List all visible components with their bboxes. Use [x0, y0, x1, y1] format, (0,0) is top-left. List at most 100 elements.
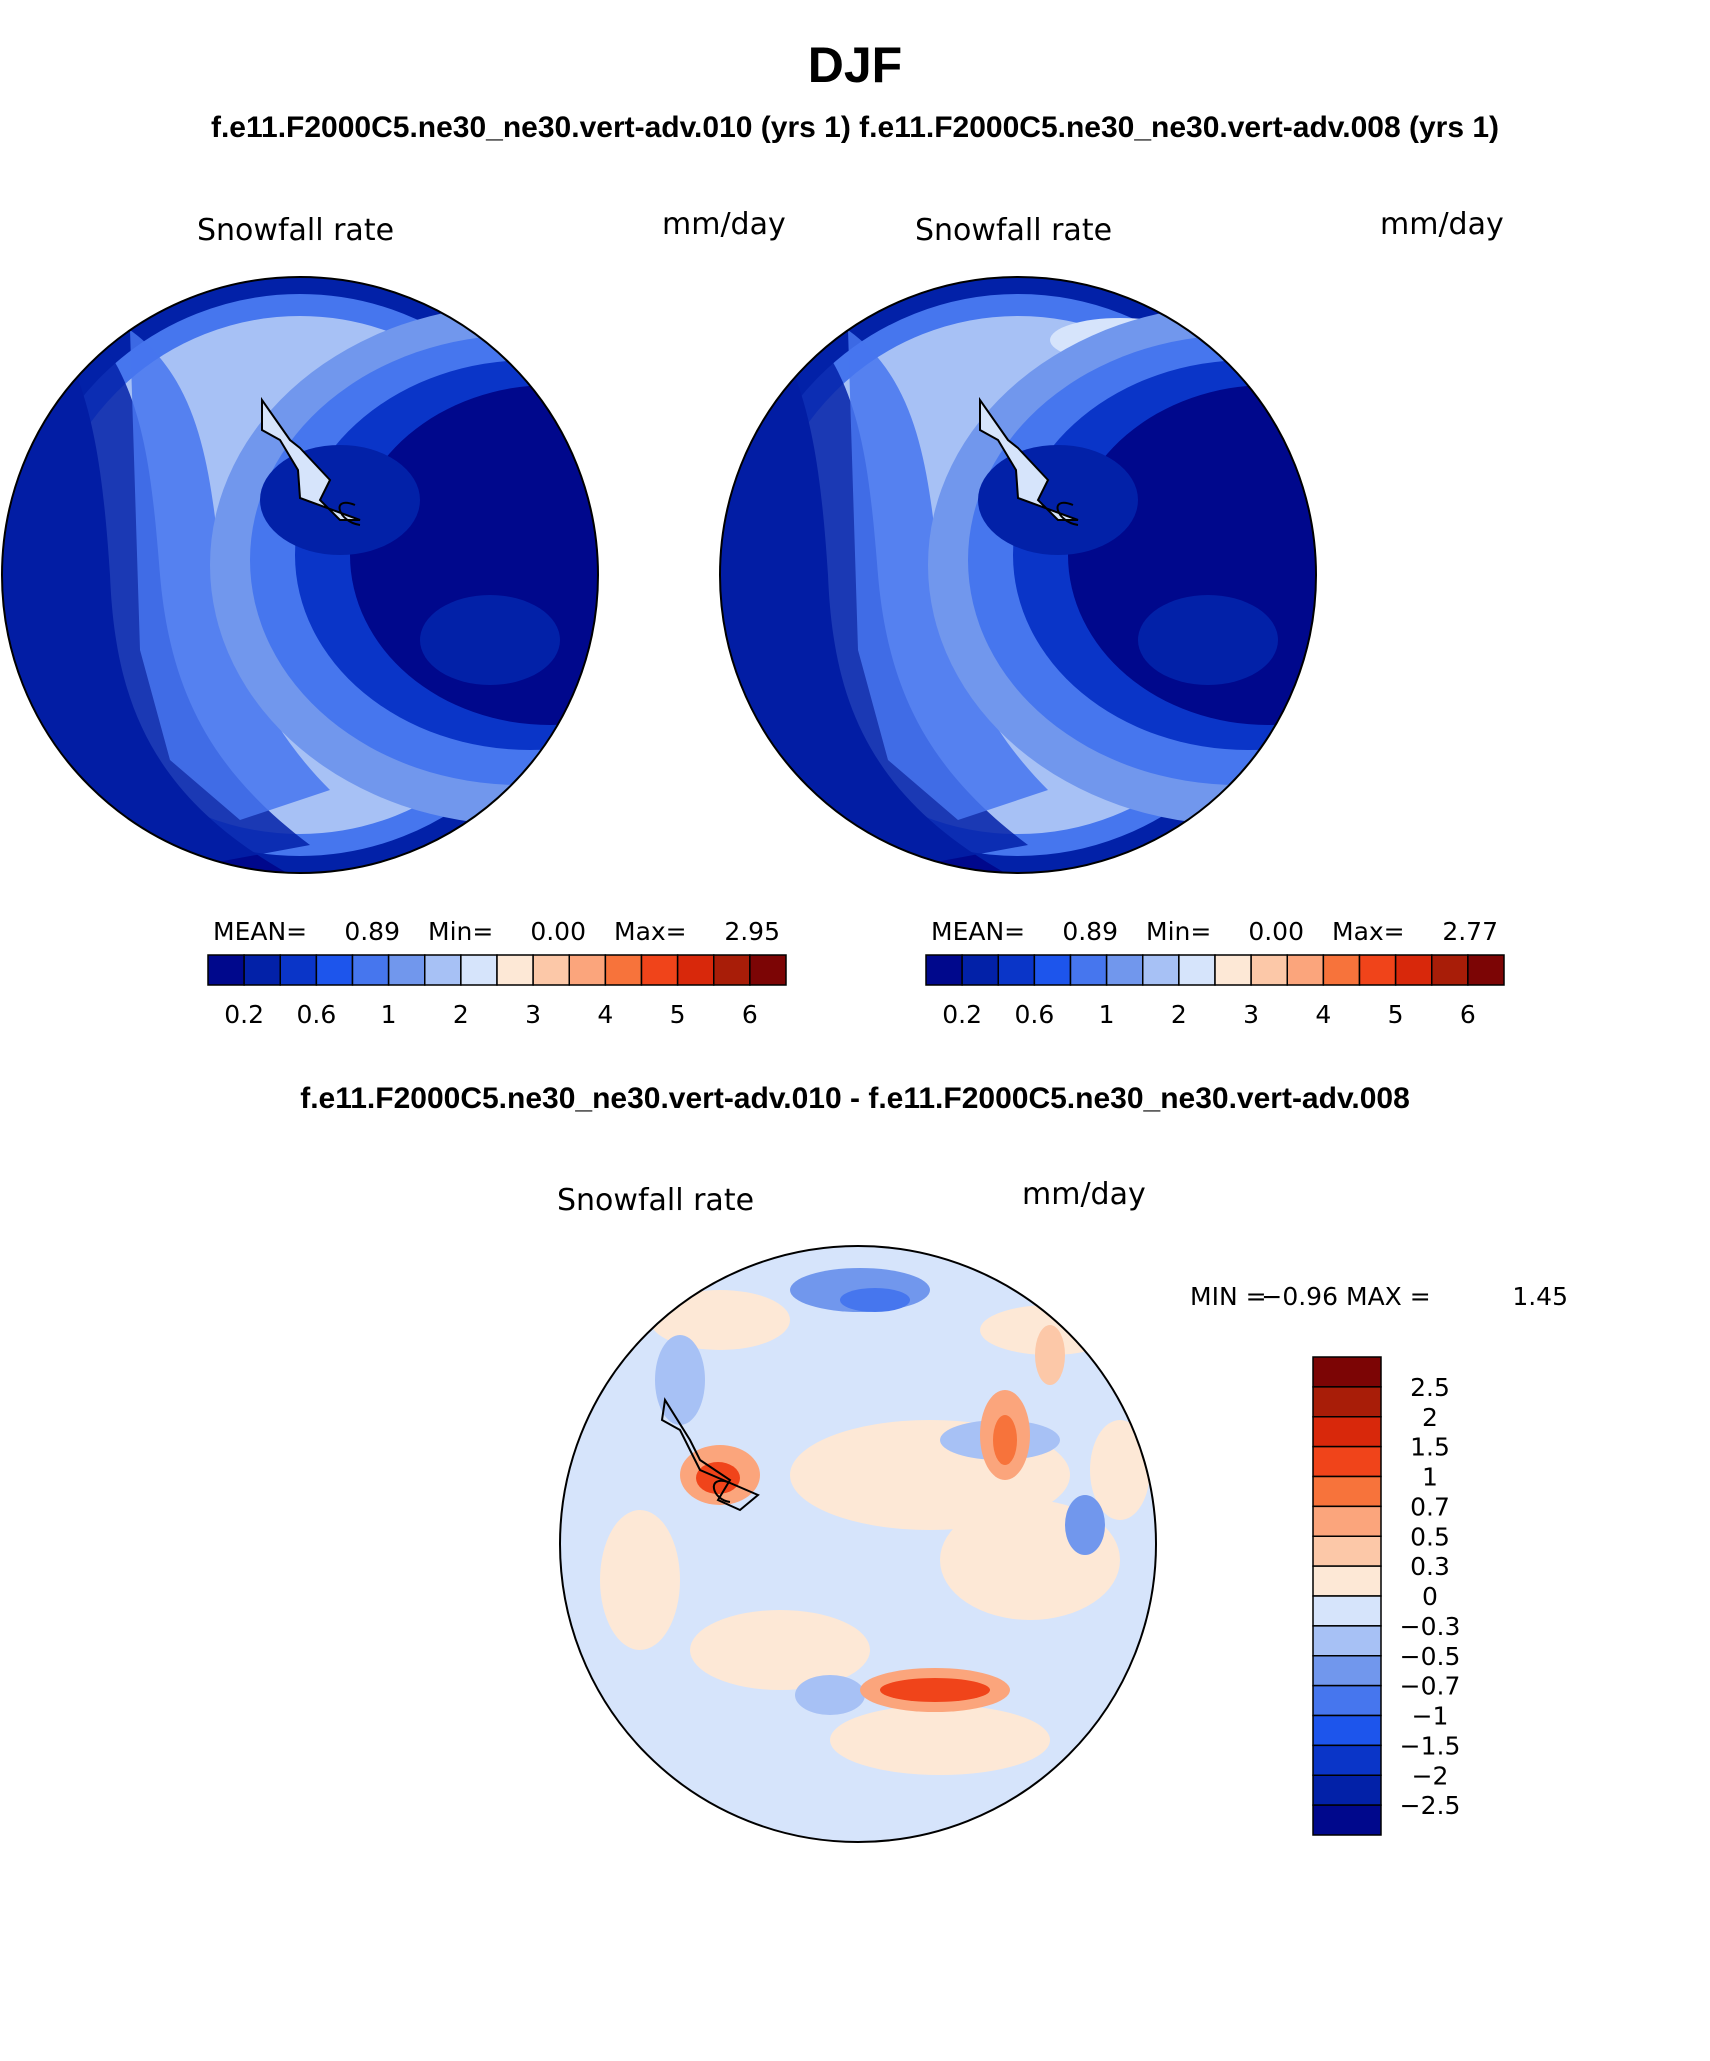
panel-010-colorbar-swatch — [749, 954, 787, 986]
panel-008-mean-value: 0.89 — [1062, 917, 1118, 946]
difference-min-label: MIN = — [1190, 1282, 1267, 1311]
panel-010-mean-value: 0.89 — [344, 917, 400, 946]
panel-008-colorbar-tick-label: 5 — [1388, 1000, 1404, 1029]
panel-010-colorbar-tick-label: 3 — [525, 1000, 541, 1029]
difference-variable: Snowfall rate — [557, 1183, 754, 1218]
difference-min-value: −0.96 — [1261, 1282, 1338, 1311]
panel-010-mean-label: MEAN= — [213, 917, 307, 946]
panel-010-colorbar-swatch — [640, 954, 679, 986]
difference-colorbar-tick-label: −0.5 — [1400, 1642, 1461, 1671]
difference-colorbar-swatch — [1312, 1714, 1382, 1747]
panel-010-colorbar-swatch — [243, 954, 281, 986]
difference-colorbar-swatch — [1312, 1445, 1382, 1478]
panel-008-colorbar-swatch — [1214, 954, 1252, 986]
panel-010-colorbar-swatch — [568, 954, 607, 986]
panel-008-min-label: Min= — [1146, 917, 1211, 946]
panel-010-peninsula — [261, 396, 361, 526]
difference-colorbar-swatch — [1312, 1565, 1382, 1597]
panel-010-colorbar-swatch — [604, 954, 643, 986]
panel-008-min-value: 0.00 — [1248, 917, 1304, 946]
panel-008-stats: MEAN= 0.89 Min= 0.00 Max= 2.77 — [931, 917, 1498, 946]
panel-008-colorbar-swatch — [1069, 954, 1108, 986]
panel-008-colorbar-swatch — [1394, 954, 1433, 986]
panel-010-stats: MEAN= 0.89 Min= 0.00 Max= 2.95 — [213, 917, 780, 946]
panel-008-colorbar-tick-label: 3 — [1243, 1000, 1259, 1029]
panel-008-colorbar-tick-label: 4 — [1315, 1000, 1331, 1029]
difference-colorbar-swatch — [1312, 1684, 1382, 1717]
difference-colorbar-swatch — [1312, 1774, 1382, 1806]
difference-colorbar-tick-label: −0.7 — [1400, 1672, 1461, 1701]
difference-colorbar-tick-label: −2.5 — [1400, 1791, 1461, 1820]
difference-colorbar-swatch — [1312, 1655, 1382, 1687]
panel-008-colorbar-swatch — [1431, 954, 1469, 986]
panel-010-max-value: 2.95 — [724, 917, 780, 946]
panel-010-colorbar: 0.2 0.6 1 2 3 4 5 6 — [207, 954, 787, 1029]
panel-010-min-label: Min= — [428, 917, 493, 946]
panel-008-units: mm/day — [1380, 207, 1504, 242]
difference-stats: MIN = −0.96 MAX = 1.45 — [1190, 1282, 1568, 1311]
panel-010-boundary — [1, 276, 599, 874]
panel-010-colorbar-tick-label: 0.6 — [296, 1000, 336, 1029]
panel-010-colorbar-tick-label: 0.2 — [224, 1000, 264, 1029]
panel-008-colorbar-swatch — [1467, 954, 1505, 986]
difference-colorbar-tick-label: 2.5 — [1410, 1373, 1450, 1402]
panel-008-colorbar-tick-label: 0.2 — [942, 1000, 982, 1029]
panel-008-boundary — [719, 276, 1317, 874]
difference-max-label: MAX = — [1346, 1282, 1431, 1311]
panel-008-colorbar-tick-label: 0.6 — [1014, 1000, 1054, 1029]
panel-010-colorbar-tick-label: 4 — [597, 1000, 613, 1029]
panel-008-colorbar-tick-label: 1 — [1099, 1000, 1115, 1029]
panel-010-filled-contours — [2, 277, 598, 873]
panel-008-max-value: 2.77 — [1442, 917, 1498, 946]
panel-008-colorbar-swatch — [1358, 954, 1397, 986]
panel-008-filled-contours — [720, 277, 1316, 873]
panel-008-mean-label: MEAN= — [931, 917, 1025, 946]
panel-010-colorbar-swatch — [676, 954, 715, 986]
panel-010-colorbar-tick-label: 5 — [670, 1000, 686, 1029]
difference-colorbar-swatch — [1312, 1356, 1382, 1388]
difference-peninsula — [660, 1397, 760, 1512]
panel-008-colorbar-swatch — [925, 954, 963, 986]
difference-colorbar-tick-label: −2 — [1412, 1761, 1449, 1790]
panel-008-colorbar-tick-label: 6 — [1460, 1000, 1476, 1029]
panel-010-colorbar-swatch — [424, 954, 462, 986]
difference-colorbar-swatch — [1312, 1416, 1382, 1448]
panel-008-colorbar-swatch — [1142, 954, 1180, 986]
difference-colorbar-swatch — [1312, 1744, 1382, 1776]
difference-colorbar-tick-label: −0.3 — [1400, 1612, 1461, 1641]
difference-colorbar-swatch — [1312, 1386, 1382, 1418]
cases-header: f.e11.F2000C5.ne30_ne30.vert-adv.010 (yr… — [211, 111, 1499, 144]
panel-008-colorbar-swatch — [1178, 954, 1216, 986]
panel-010-colorbar-swatch — [279, 954, 318, 986]
panel-008-max-label: Max= — [1332, 917, 1405, 946]
panel-010-colorbar-tick-label: 1 — [381, 1000, 397, 1029]
panel-010-colorbar-swatch — [387, 954, 426, 986]
panel-008-map: Snowfall rate mm/day — [719, 207, 1504, 874]
panel-008-colorbar-swatch — [961, 954, 999, 986]
panel-010-colorbar-swatch — [532, 954, 570, 986]
panel-010-colorbar-swatch — [351, 954, 390, 986]
panel-010-map: Snowfall rate mm/day — [1, 207, 786, 874]
panel-008-colorbar-tick-label: 2 — [1171, 1000, 1187, 1029]
difference-colorbar-tick-label: 1.5 — [1410, 1433, 1450, 1462]
difference-boundary — [559, 1245, 1157, 1843]
panel-008-colorbar-swatch — [1250, 954, 1288, 986]
panel-008-colorbar: 0.2 0.6 1 2 3 4 5 6 — [925, 954, 1505, 1029]
difference-filled-contours — [560, 1246, 1156, 1842]
difference-colorbar: 2.521.510.70.50.30−0.3−0.5−0.7−1−1.5−2−2… — [1312, 1356, 1461, 1836]
panel-008-colorbar-swatch — [1286, 954, 1325, 986]
difference-colorbar-tick-label: −1.5 — [1400, 1731, 1461, 1760]
panel-008-colorbar-swatch — [1322, 954, 1361, 986]
panel-010-colorbar-swatch — [460, 954, 498, 986]
panel-010-variable: Snowfall rate — [197, 213, 394, 248]
difference-units: mm/day — [1022, 1177, 1146, 1212]
panel-010-colorbar-tick-label: 6 — [742, 1000, 758, 1029]
difference-map: Snowfall rate mm/day — [557, 1177, 1157, 1843]
panel-010-colorbar-swatch — [315, 954, 354, 986]
panel-010-max-label: Max= — [614, 917, 687, 946]
panel-010-colorbar-swatch — [207, 954, 245, 986]
difference-colorbar-tick-label: 0.7 — [1410, 1492, 1450, 1521]
panel-010-min-value: 0.00 — [530, 917, 586, 946]
difference-colorbar-swatch — [1312, 1475, 1382, 1508]
